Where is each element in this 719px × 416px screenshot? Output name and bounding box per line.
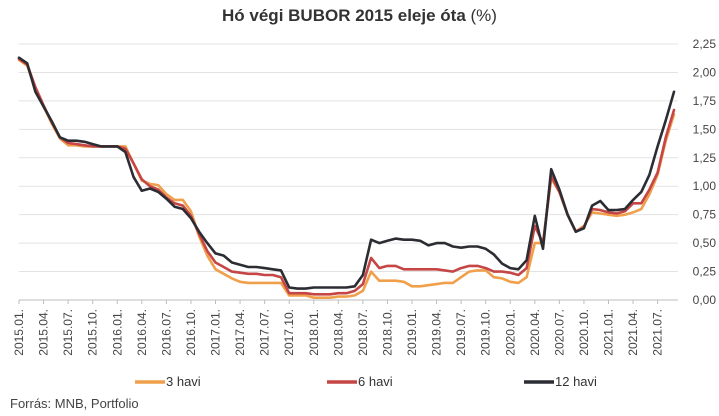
- x-tick-label: 2015.04.: [37, 309, 51, 356]
- x-tick-label: 2018.07.: [356, 309, 370, 356]
- y-tick-label: 1,00: [693, 179, 717, 193]
- x-tick-label: 2015.07.: [61, 309, 75, 356]
- legend-item: 6 havi: [327, 374, 393, 389]
- series-lines: [17, 56, 676, 300]
- y-tick-label: 1,50: [693, 122, 717, 136]
- x-tick-label: 2020.07.: [552, 309, 566, 356]
- x-tick-label: 2019.07.: [454, 309, 468, 356]
- x-tick-label: 2016.04.: [135, 309, 149, 356]
- y-tick-label: 0,75: [693, 208, 717, 222]
- source-note: Forrás: MNB, Portfolio: [10, 396, 139, 411]
- y-tick-label: 2,25: [693, 37, 717, 51]
- x-tick-label: 2019.01.: [405, 309, 419, 356]
- chart-title-text: Hó végi BUBOR 2015 eleje óta: [222, 6, 466, 25]
- series-line: [17, 58, 676, 300]
- x-tick-label: 2015.01.: [12, 309, 26, 356]
- x-tick-label: 2021.07.: [651, 309, 665, 356]
- legend-item: 12 havi: [524, 374, 597, 389]
- legend-item: 3 havi: [135, 374, 201, 389]
- y-tick-label: 1,75: [693, 94, 717, 108]
- x-tick-label: 2017.10.: [282, 309, 296, 356]
- y-tick-label: 0,50: [693, 236, 717, 250]
- series-line: [17, 56, 676, 290]
- x-tick-label: 2021.04.: [626, 309, 640, 356]
- legend-label: 12 havi: [555, 374, 597, 389]
- x-tick-label: 2018.04.: [331, 309, 345, 356]
- x-tick-label: 2016.01.: [110, 309, 124, 356]
- y-tick-label: 0,00: [693, 293, 717, 307]
- x-tick-label: 2017.04.: [233, 309, 247, 356]
- y-tick-label: 0,25: [693, 265, 717, 279]
- x-tick-label: 2016.07.: [159, 309, 173, 356]
- series-line: [17, 57, 676, 296]
- x-axis-ticks: 2015.01. 2015.04. 2015.07. 2015.10. 2016.01.…: [12, 300, 665, 356]
- x-tick-label: 2017.07.: [258, 309, 272, 356]
- legend: 3 havi 6 havi 12 havi: [135, 374, 597, 389]
- x-tick-label: 2021.01.: [602, 309, 616, 356]
- y-tick-label: 2,00: [693, 65, 717, 79]
- x-tick-label: 2019.04.: [430, 309, 444, 356]
- y-axis-ticks: 0,00 0,25 0,50 0,75 1,00 1,25 1,50 1,75 2,00 2,25: [693, 37, 717, 307]
- chart-title-suffix: (%): [470, 6, 497, 25]
- x-tick-label: 2019.10.: [479, 309, 493, 356]
- chart-title: Hó végi BUBOR 2015 eleje óta (%): [0, 6, 719, 26]
- x-tick-label: 2020.01.: [503, 309, 517, 356]
- x-tick-label: 2015.10.: [86, 309, 100, 356]
- x-tick-label: 2020.04.: [528, 309, 542, 356]
- grid-lines: [19, 43, 678, 301]
- x-tick-label: 2018.01.: [307, 309, 321, 356]
- y-tick-label: 1,25: [693, 151, 717, 165]
- x-tick-label: 2018.10.: [380, 309, 394, 356]
- x-tick-label: 2020.10.: [577, 309, 591, 356]
- x-tick-label: 2016.10.: [184, 309, 198, 356]
- x-tick-label: 2017.01.: [209, 309, 223, 356]
- legend-label: 3 havi: [166, 374, 201, 389]
- legend-label: 6 havi: [358, 374, 393, 389]
